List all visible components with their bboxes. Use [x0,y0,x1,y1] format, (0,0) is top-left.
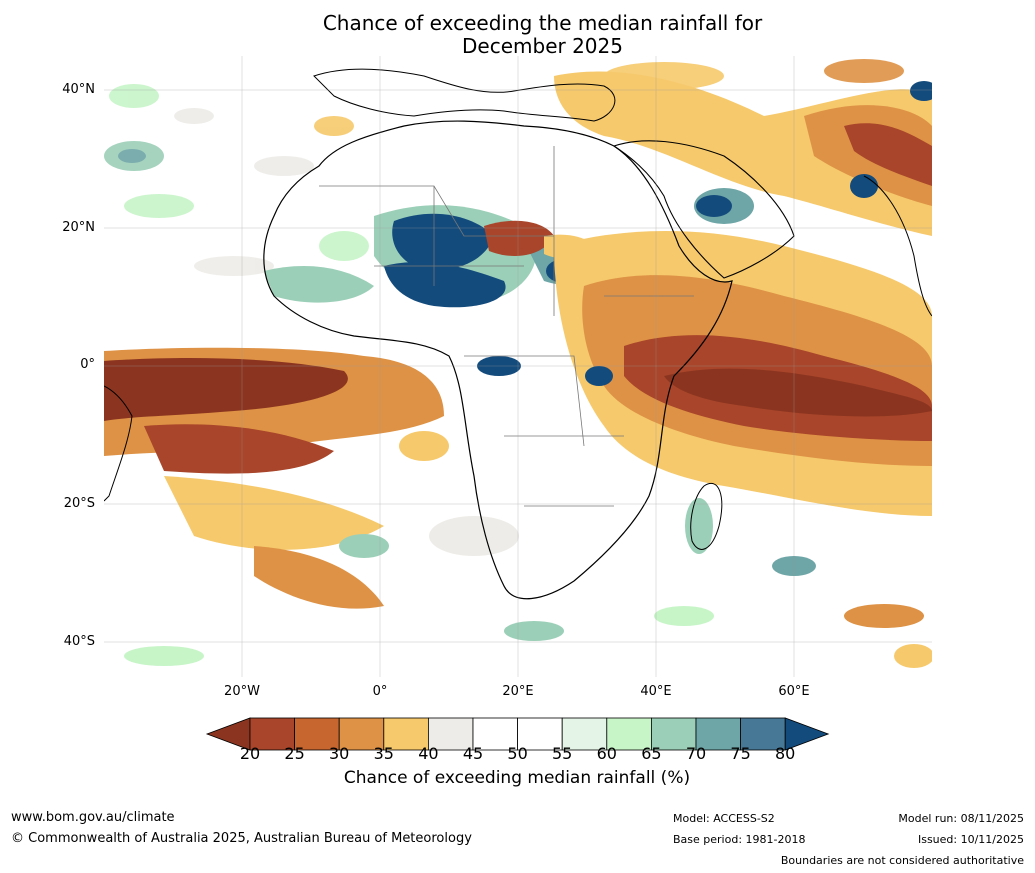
country-borders [319,146,694,507]
lon-label-60e: 60°E [778,684,810,699]
colorbar-segment [249,717,295,751]
colorbar-segment [695,717,741,751]
colorbar-tick-label: 25 [284,744,305,763]
colorbar-segment [294,717,340,751]
colorbar-segment [427,717,474,751]
lat-label-20s: 20°S [63,496,95,511]
colorbar-segment [338,717,385,751]
rainfall-probability-map [104,56,932,677]
atlantic-dry-band [104,347,444,609]
africa-coastline [263,120,733,600]
footer-issued: Issued: 10/11/2025 [917,833,1024,846]
lat-label-0: 0° [80,357,95,372]
colorbar-tick-label: 70 [685,744,707,763]
colorbar-segment [740,717,786,751]
map-title-line2: December 2025 [462,34,623,58]
colorbar-tick-label: 45 [462,744,484,763]
colorbar-tick-label: 80 [775,744,796,763]
colorbar-tick-label: 40 [418,744,439,763]
lat-label-40n: 40°N [62,82,95,97]
colorbar-tick-label: 50 [507,744,528,763]
europe-coastline [313,68,616,122]
lon-label-40e: 40°E [640,684,672,699]
graticule [104,56,932,677]
lon-label-20e: 20°E [502,684,534,699]
footer-model-run: Model run: 08/11/2025 [898,812,1024,825]
colorbar-tick-label: 65 [641,744,662,763]
southern-patches [124,431,932,668]
colorbar-segment [561,717,608,751]
lon-label-20w: 20°W [224,684,260,699]
south-america-coastline [104,385,133,502]
colorbar-segment [650,717,697,751]
colorbar-extend-high [784,717,830,751]
footer-model: Model: ACCESS-S2 [673,812,775,825]
footer-url: www.bom.gov.au/climate [11,810,175,825]
colorbar-label: Chance of exceeding median rainfall (%) [343,768,691,788]
colorbar-tick-label: 60 [596,744,617,763]
colorbar-tick-label: 75 [730,744,751,763]
india-coastline [863,175,932,317]
colorbar-tick-label: 55 [552,744,573,763]
background-patches [104,59,904,276]
colorbar-tick-label: 35 [373,744,394,763]
colorbar-tick-label: 30 [329,744,350,763]
map-title-line1: Chance of exceeding the median rainfall … [322,11,763,35]
lat-label-40s: 40°S [63,634,95,649]
colorbar [205,717,830,751]
colorbar-segment [606,717,652,751]
map-canvas [104,56,932,677]
footer-base-period: Base period: 1981-2018 [673,833,806,846]
footer-disclaimer: Boundaries are not considered authoritat… [780,854,1024,867]
footer-copyright: © Commonwealth of Australia 2025, Austra… [11,831,472,846]
colorbar-tick-label: 20 [239,744,261,763]
arabia-coastline [612,140,795,279]
east-africa-dry-zone [554,231,932,554]
lon-label-0: 0° [372,684,388,699]
sahel-wet-zone [264,205,644,376]
madagascar-coastline [690,483,723,550]
north-dry-zone [554,71,932,236]
colorbar-segment [383,717,429,751]
lat-label-20n: 20°N [62,220,95,235]
